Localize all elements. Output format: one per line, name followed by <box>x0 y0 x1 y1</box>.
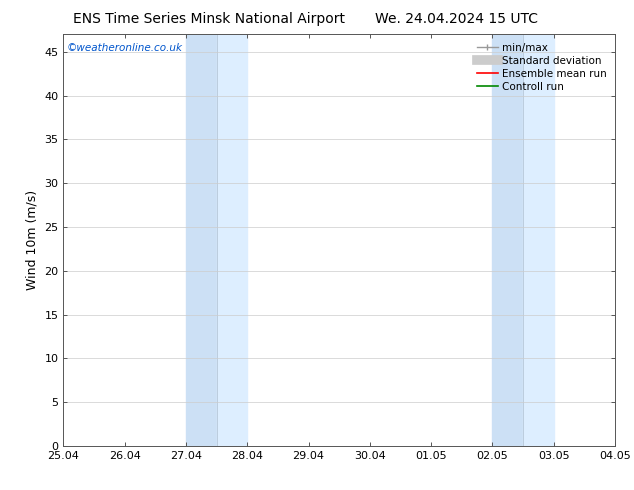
Text: ENS Time Series Minsk National Airport: ENS Time Series Minsk National Airport <box>73 12 346 26</box>
Y-axis label: Wind 10m (m/s): Wind 10m (m/s) <box>26 190 39 290</box>
Text: ©weatheronline.co.uk: ©weatheronline.co.uk <box>66 43 182 52</box>
Bar <box>186 34 217 446</box>
Bar <box>493 34 523 446</box>
Bar <box>217 34 247 446</box>
Text: We. 24.04.2024 15 UTC: We. 24.04.2024 15 UTC <box>375 12 538 26</box>
Legend: min/max, Standard deviation, Ensemble mean run, Controll run: min/max, Standard deviation, Ensemble me… <box>474 40 610 95</box>
Bar <box>523 34 553 446</box>
